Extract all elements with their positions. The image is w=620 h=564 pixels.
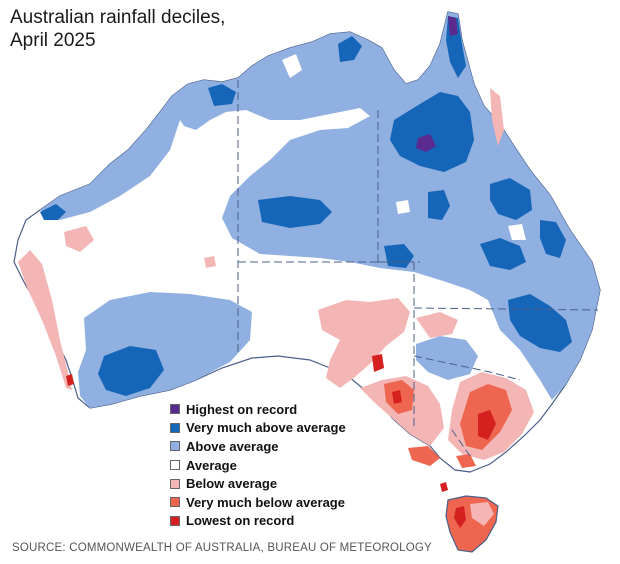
below-south-central — [318, 298, 410, 388]
vma-wa-west — [40, 204, 66, 220]
below-pilbara — [64, 226, 94, 252]
legend-label: Very much above average — [186, 420, 346, 436]
legend-label: Above average — [186, 438, 279, 454]
vma-east-2 — [480, 238, 526, 270]
legend-item-above: Above average — [170, 437, 346, 456]
legend-swatch — [170, 404, 180, 415]
legend-item-lowest: Lowest on record — [170, 512, 346, 531]
vma-gulf — [390, 92, 474, 172]
vma-east-3 — [540, 220, 566, 258]
average-patch-2 — [508, 224, 526, 240]
vma-tanami — [258, 196, 332, 228]
average-patch-1 — [396, 200, 410, 214]
below-small — [204, 256, 216, 268]
legend-swatch — [170, 441, 180, 452]
map-title: Australian rainfall deciles, April 2025 — [10, 7, 226, 51]
legend-item-average: Average — [170, 456, 346, 475]
legend-swatch — [170, 497, 180, 508]
vma-wa-south — [98, 346, 164, 396]
vma-arnhem — [338, 36, 362, 62]
legend-label: Below average — [186, 476, 278, 492]
below-queensland — [490, 88, 504, 146]
legend-item-below: Below average — [170, 474, 346, 493]
vma-east-1 — [490, 178, 532, 220]
highest-cape-york — [448, 16, 458, 36]
lowest-vic — [478, 410, 496, 440]
vmb-coast — [408, 446, 440, 466]
legend-label: Highest on record — [186, 401, 298, 417]
below-wa-coast — [18, 250, 72, 390]
legend-swatch — [170, 515, 180, 526]
lowest-tas-small — [440, 482, 448, 492]
vma-queensland-mid — [428, 190, 450, 220]
legend-swatch — [170, 478, 180, 489]
average-patch-3 — [282, 54, 302, 78]
state-borders — [237, 80, 599, 457]
legend-label: Lowest on record — [186, 513, 295, 529]
above-central-south — [416, 336, 478, 380]
legend-label: Very much below average — [186, 494, 345, 510]
legend: Highest on record Very much above averag… — [170, 400, 346, 530]
highest-gulf — [416, 134, 436, 152]
below-nsw-mid — [416, 312, 458, 338]
source-credit: SOURCE: COMMONWEALTH OF AUSTRALIA, BUREA… — [12, 542, 432, 554]
vma-nsw — [508, 294, 572, 352]
legend-label: Average — [186, 457, 237, 473]
vmb-coast-2 — [456, 454, 476, 468]
legend-swatch — [170, 460, 180, 471]
legend-swatch — [170, 422, 180, 433]
lowest-sa — [372, 354, 384, 372]
lowest-sa-2 — [392, 390, 402, 404]
tasmania-below — [470, 502, 494, 526]
tasmania-lowest — [454, 506, 466, 528]
vma-kimberley — [208, 84, 236, 106]
legend-item-very-much-below: Very much below average — [170, 493, 346, 512]
legend-item-very-much-above: Very much above average — [170, 419, 346, 438]
legend-item-highest: Highest on record — [170, 400, 346, 419]
above-southwest — [78, 292, 252, 408]
above-north — [172, 12, 600, 400]
lowest-wa — [66, 374, 74, 386]
